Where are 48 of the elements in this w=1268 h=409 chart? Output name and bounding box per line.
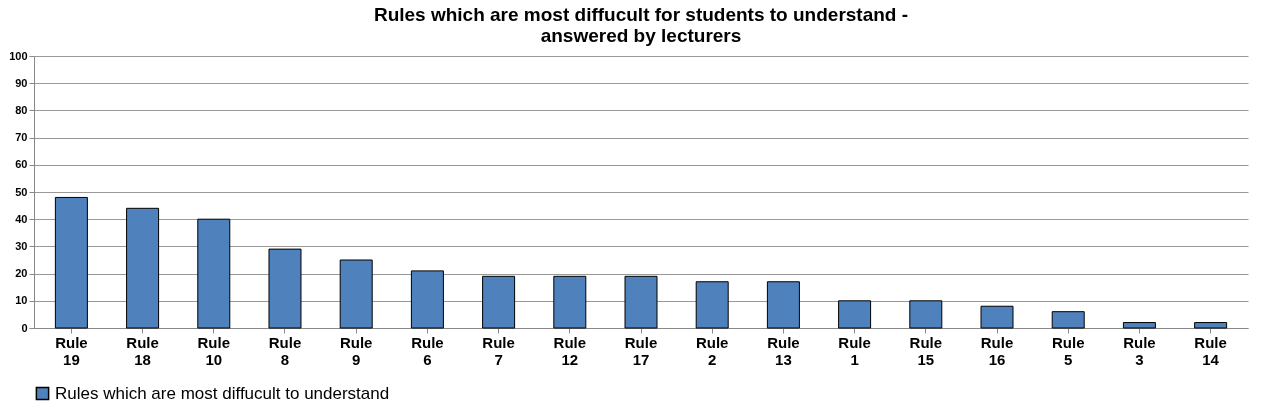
x-tick-label: Rule 14	[1194, 333, 1227, 368]
x-tick-label: Rule 6	[411, 333, 444, 368]
x-tick-label: Rule 10	[197, 333, 231, 368]
bar	[909, 300, 943, 329]
x-tick-label: Rule 13	[767, 333, 800, 368]
bar	[197, 218, 231, 329]
y-tick-label: 10	[15, 294, 28, 307]
y-tick-label: 50	[15, 185, 28, 198]
x-tick-label: Rule 18	[126, 333, 159, 368]
x-tick-label: Rule 2	[695, 333, 729, 368]
y-tick-label: 100	[9, 49, 28, 62]
x-tick-label: Rule 16	[980, 333, 1014, 368]
x-tick-label: Rule 9	[339, 333, 373, 368]
y-tick-label: 30	[15, 239, 28, 252]
text: Rules which are most diffucult for students to understand -	[373, 4, 909, 25]
bar	[1122, 322, 1156, 329]
bar	[838, 300, 872, 329]
x-tick-label: Rule 19	[55, 333, 88, 368]
y-tick-label: 20	[15, 267, 28, 280]
bar	[339, 259, 373, 329]
x-tick-label: Rule 12	[553, 333, 587, 368]
bar	[126, 207, 160, 329]
bar	[482, 275, 516, 329]
bar	[268, 248, 302, 329]
x-tick-label: Rule 17	[624, 333, 658, 368]
legend-label: Rules which are most diffucult to understand	[55, 383, 390, 403]
y-tick-label: 40	[15, 212, 28, 225]
bar	[980, 305, 1014, 329]
x-tick-label: Rule 3	[1123, 333, 1156, 368]
bar	[1194, 322, 1228, 329]
x-tick-label: Rule 5	[1051, 333, 1085, 368]
x-tick-label: Rule 1	[838, 333, 871, 368]
x-tick-label: Rule 15	[909, 333, 943, 368]
bar	[553, 275, 587, 329]
x-tick-label: Rule 8	[268, 333, 302, 368]
y-tick-label: 0	[21, 321, 28, 334]
y-tick-label: 90	[15, 76, 28, 89]
bar	[54, 196, 88, 329]
x-tick-label: Rule 7	[482, 333, 515, 368]
y-tick-label: 60	[15, 158, 28, 171]
bar	[410, 270, 444, 329]
bar	[1051, 311, 1085, 329]
bar	[695, 281, 729, 329]
bar	[766, 281, 800, 329]
text: answered by lecturers	[540, 25, 742, 46]
bar	[624, 275, 658, 329]
y-tick-label: 80	[15, 103, 28, 116]
y-tick-label: 70	[15, 131, 28, 144]
